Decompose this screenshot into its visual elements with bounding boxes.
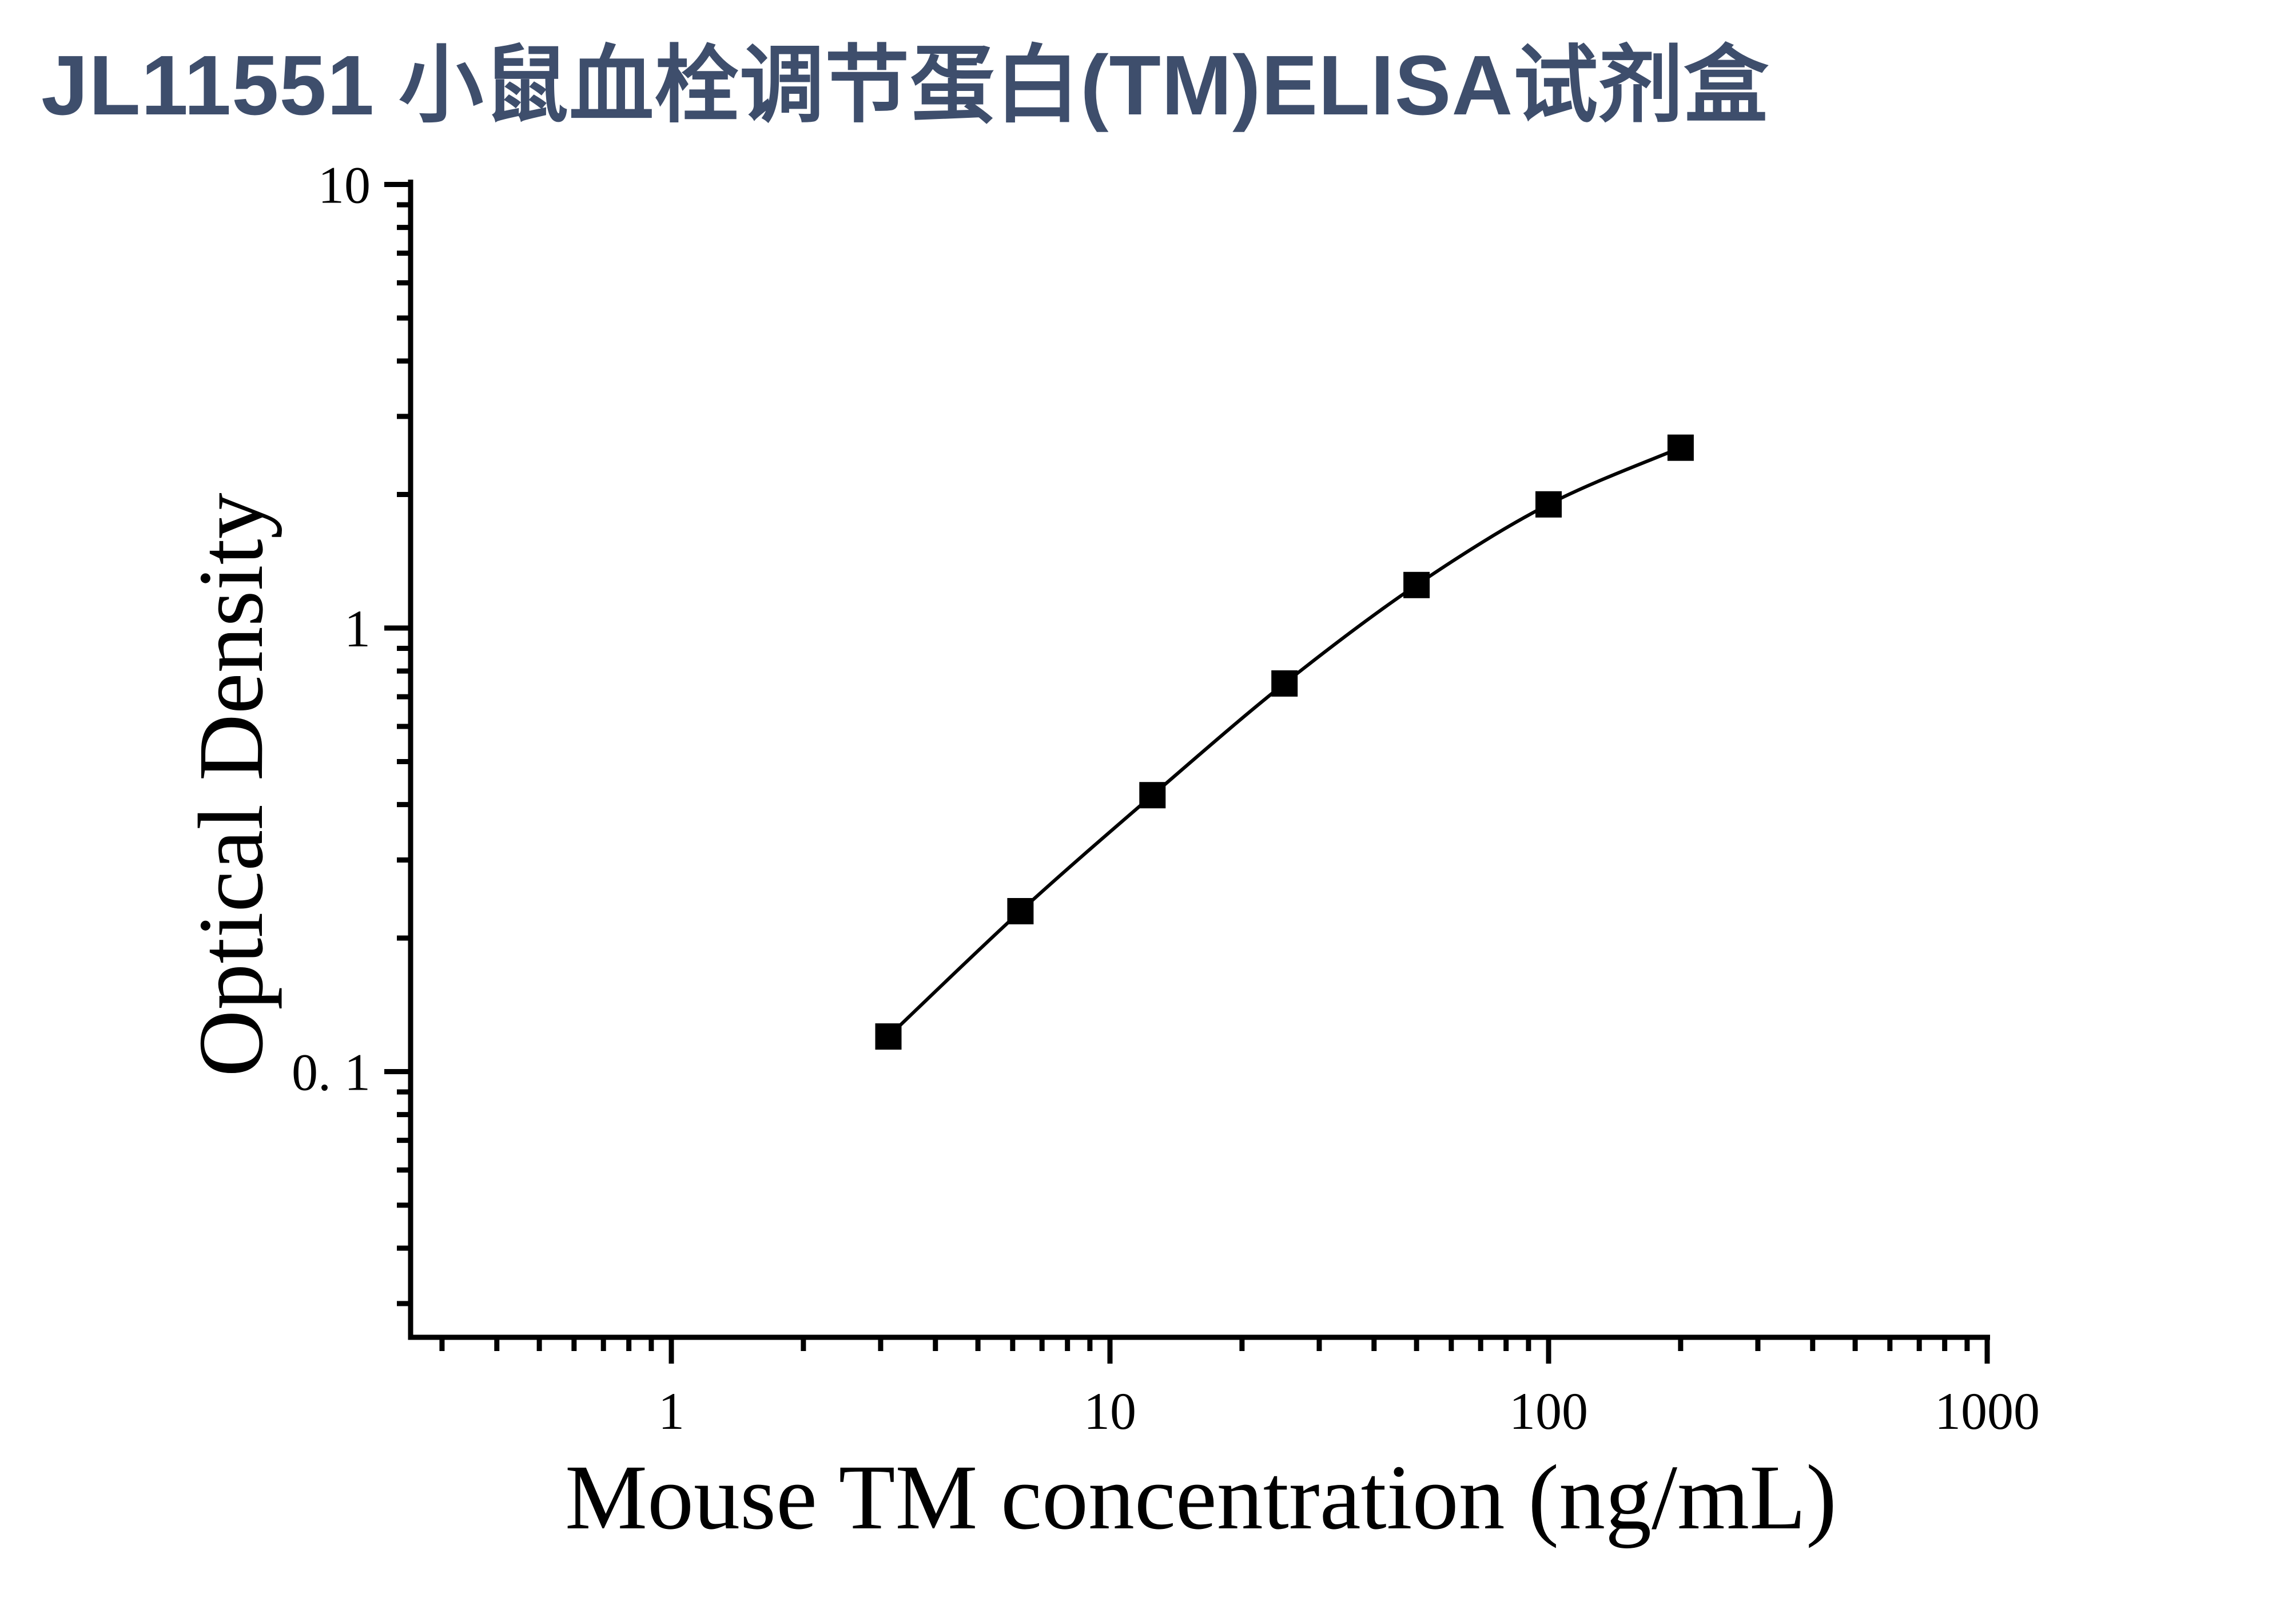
y-axis-tick-label: 1 [344,599,371,658]
standard-curve-line [887,446,1682,1038]
data-point-marker [1271,670,1298,697]
y-axis-tick-label: 0. 1 [292,1043,371,1102]
data-point-marker [1667,434,1694,461]
data-point-marker [1139,782,1166,809]
data-series [875,434,1694,1050]
page-title: JL11551 小鼠血栓调节蛋白(TM)ELISA试剂盒 [41,38,1769,133]
data-point-marker [1403,571,1430,598]
y-axis-title: Optical Density [180,492,282,1076]
axes: 1 10 100 1000 10 1 0. 1 [292,156,2040,1441]
data-point-marker [875,1023,902,1050]
data-point-marker [1007,898,1034,924]
y-axis-tick-label: 10 [318,156,371,214]
x-axis-title: Mouse TM concentration (ng/mL) [565,1447,1837,1549]
x-axis-tick-label: 10 [1084,1382,1136,1440]
data-point-marker [1535,491,1562,518]
x-axis-tick-label: 1 [658,1382,685,1440]
x-axis-tick-label: 1000 [1935,1382,2040,1440]
x-axis-tick-label: 100 [1509,1382,1588,1440]
